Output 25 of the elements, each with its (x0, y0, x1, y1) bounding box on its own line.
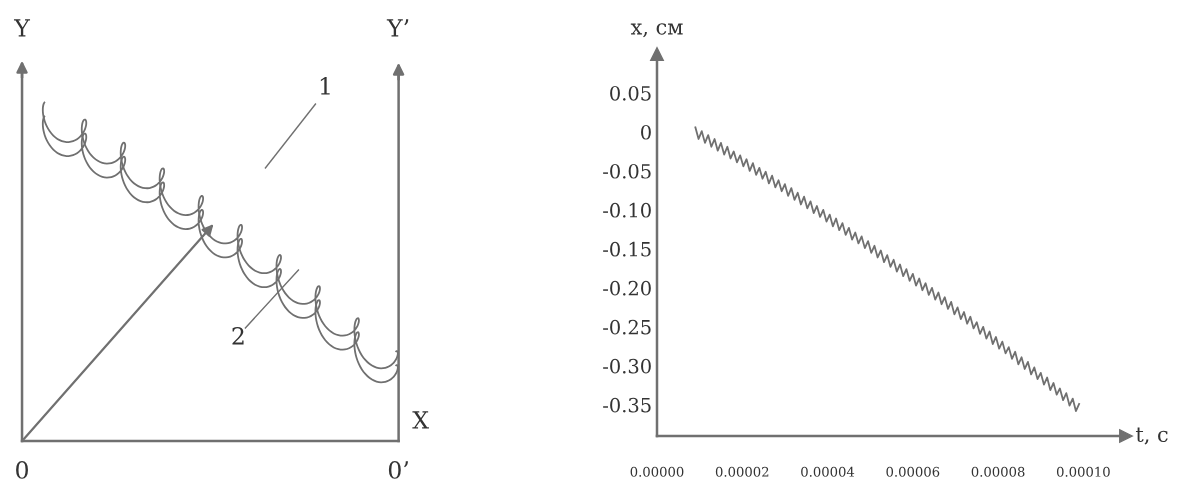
y-axis-title: x, см (630, 23, 683, 38)
x-tick-label: 0.00008 (971, 466, 1025, 477)
text: 1 (320, 76, 330, 95)
y-tick-label: -0.20 (603, 280, 651, 296)
text: Y’ (386, 19, 409, 37)
x-tick-label: 0.00000 (630, 466, 684, 477)
x-axis-title: t, с (1135, 427, 1168, 445)
x-tick-label: 0.00010 (1056, 466, 1110, 477)
y-tick-label: 0.05 (610, 85, 651, 101)
y-tick-label: -0.30 (603, 358, 651, 374)
line-series (694, 126, 1081, 412)
text: 0 (16, 460, 28, 479)
x-tick-label: 0.00004 (801, 466, 855, 477)
text: 2 (232, 326, 244, 345)
y-tick-label: 0 (641, 124, 651, 140)
text: Y (13, 19, 31, 37)
y-tick-label: -0.10 (603, 202, 651, 218)
text: X (412, 411, 429, 429)
text: 0’ (388, 460, 408, 479)
y-tick-label: -0.35 (603, 397, 651, 413)
y-tick-label: -0.25 (603, 319, 651, 335)
x-tick-label: 0.00002 (715, 466, 769, 477)
y-tick-label: -0.15 (603, 241, 651, 257)
y-tick-label: -0.05 (603, 163, 651, 179)
x-tick-label: 0.00006 (886, 466, 940, 477)
